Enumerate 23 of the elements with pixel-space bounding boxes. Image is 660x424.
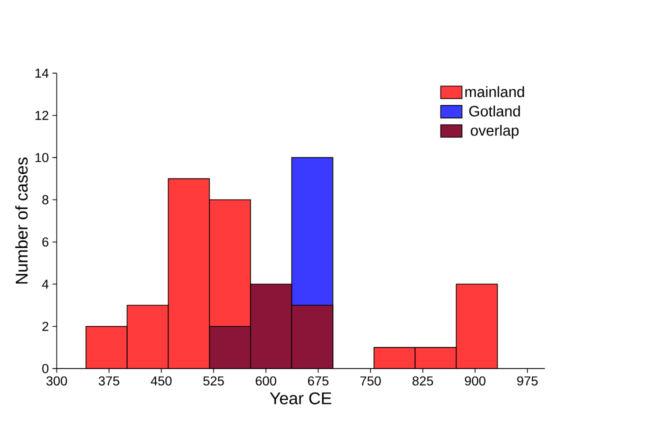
x-tick-label: 825 bbox=[412, 376, 434, 386]
x-tick-label: 675 bbox=[308, 376, 328, 386]
x-tick-label: 900 bbox=[464, 376, 486, 386]
legend-label: Gotland bbox=[469, 106, 520, 117]
y-tick-label: 14 bbox=[36, 68, 49, 78]
y-tick-label: 6 bbox=[42, 237, 48, 247]
x-tick-label: 525 bbox=[203, 376, 224, 386]
y-tick-label: 8 bbox=[42, 195, 48, 204]
x-tick-label: 450 bbox=[150, 376, 172, 386]
x-tick-label: 300 bbox=[46, 376, 68, 386]
y-tick-label: 12 bbox=[36, 110, 48, 120]
x-tick-label: 375 bbox=[98, 376, 120, 386]
y-tick-label: 0 bbox=[42, 364, 48, 374]
x-tick-label: 600 bbox=[256, 376, 276, 386]
y-tick-label: 2 bbox=[42, 322, 48, 331]
x-axis-title: Year CE bbox=[270, 392, 332, 404]
x-tick-label: 975 bbox=[517, 376, 538, 386]
legend-label: overlap bbox=[470, 124, 519, 139]
legend-label: mainland bbox=[465, 86, 524, 98]
y-tick-label: 4 bbox=[42, 280, 49, 289]
x-tick-label: 750 bbox=[360, 376, 381, 386]
y-tick-label: 10 bbox=[36, 153, 48, 162]
y-axis-title: Number of cases bbox=[15, 158, 28, 284]
